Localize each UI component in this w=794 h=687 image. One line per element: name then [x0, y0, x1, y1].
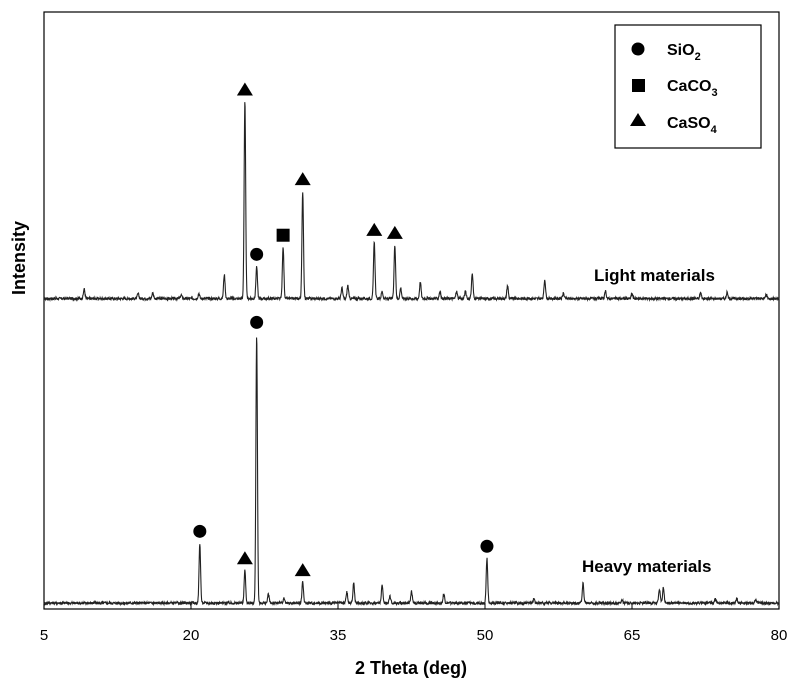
series-line-heavy-materials: [43, 337, 780, 607]
x-tick-label: 35: [330, 627, 347, 644]
caco3-marker: [276, 228, 290, 242]
legend-triangle-icon: [630, 113, 646, 126]
caso4-marker: [236, 82, 253, 96]
x-tick-label: 50: [477, 627, 494, 644]
x-tick-label: 80: [771, 627, 788, 644]
sio2-marker: [250, 247, 264, 261]
sio2-marker: [480, 539, 494, 553]
plot-frame: [43, 11, 780, 610]
x-tick-label: 65: [624, 627, 641, 644]
sio2-marker: [193, 524, 207, 538]
caso4-marker: [366, 222, 383, 236]
legend-circle-icon: [631, 42, 645, 56]
caso4-marker: [236, 551, 253, 565]
series-label-heavy: Heavy materials: [582, 557, 711, 576]
caso4-marker: [386, 225, 403, 239]
series-label-light: Light materials: [594, 266, 715, 285]
x-axis-tick-labels: 5 20 35 50 65 80: [40, 627, 788, 644]
legend-label-caco3: CaCO3: [667, 78, 718, 99]
legend-label-caso4: CaSO4: [667, 115, 718, 136]
x-tick-label: 5: [40, 627, 48, 644]
y-axis-title: Intensity: [9, 221, 29, 295]
legend-square-icon: [632, 79, 645, 92]
caso4-marker: [294, 172, 311, 186]
x-tick-label: 20: [183, 627, 200, 644]
legend: SiO2 CaCO3 CaSO4: [614, 24, 762, 149]
phase-markers: [193, 82, 494, 577]
x-axis-title: 2 Theta (deg): [355, 658, 467, 678]
series-line-light-materials: [43, 102, 780, 302]
legend-label-sio2: SiO2: [667, 42, 701, 63]
caso4-marker: [294, 563, 311, 577]
sio2-marker: [250, 315, 264, 329]
